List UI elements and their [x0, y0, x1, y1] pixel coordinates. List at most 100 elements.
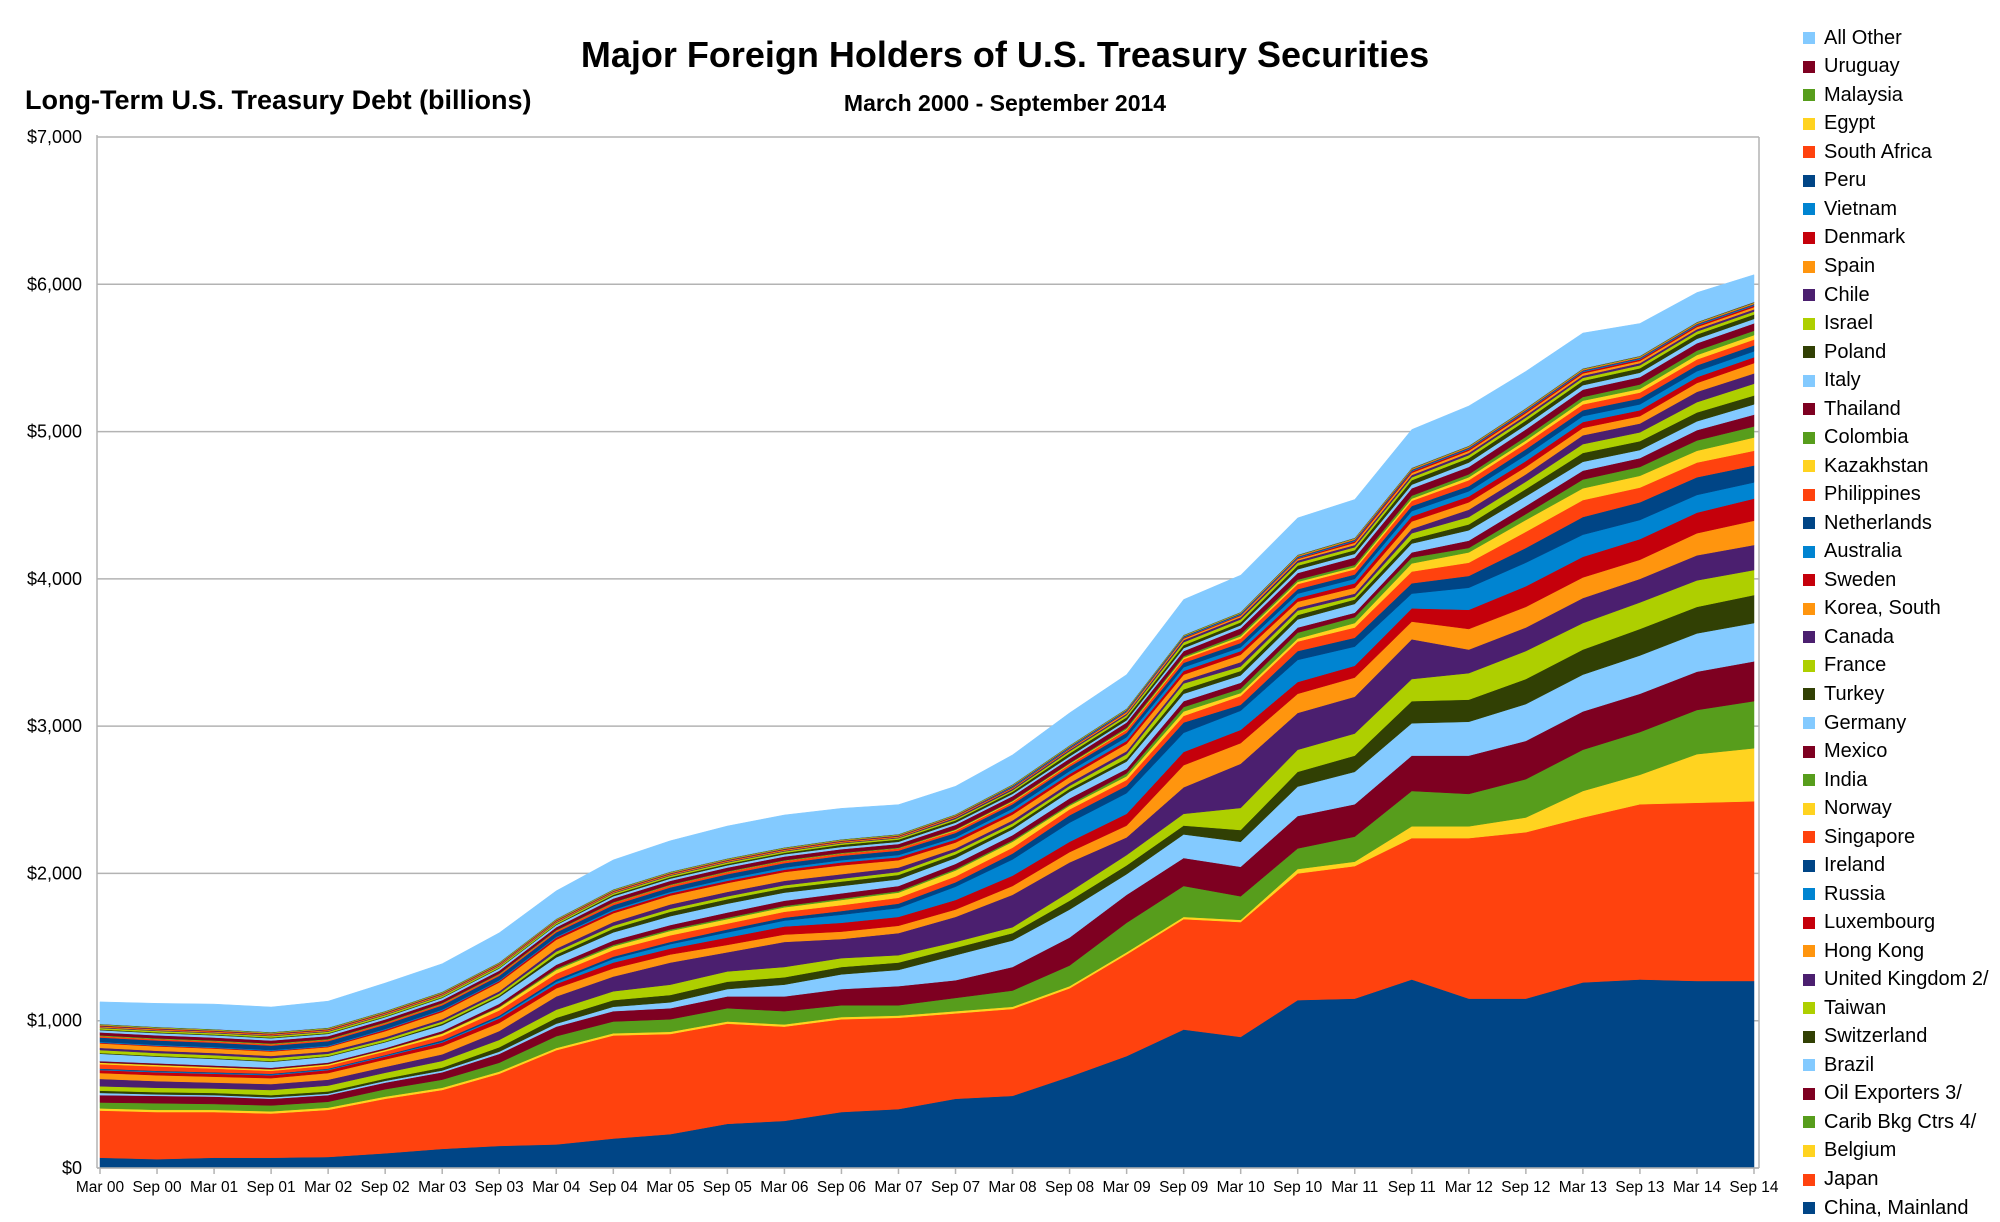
legend-label: All Other: [1824, 26, 1902, 49]
legend-swatch: [1803, 374, 1815, 387]
legend-label: Malaysia: [1824, 83, 1903, 106]
legend-label: Spain: [1824, 255, 1876, 278]
legend: All Other Uruguay Malaysia Egypt South Afric…: [1803, 24, 1989, 1222]
legend-item: Ireland: [1803, 851, 1989, 880]
legend-swatch: [1803, 916, 1815, 929]
x-tick-label: Sep 14: [1729, 1179, 1779, 1196]
legend-label: Brazil: [1824, 1053, 1875, 1076]
x-tick-label: Mar 13: [1559, 1179, 1607, 1196]
legend-item: Carib Bkg Ctrs 4/: [1803, 1108, 1989, 1137]
legend-label: Japan: [1824, 1168, 1879, 1191]
legend-swatch: [1803, 317, 1815, 330]
legend-label: Korea, South: [1824, 597, 1941, 620]
area-all-other: [99, 274, 1755, 1033]
legend-item: Norway: [1803, 794, 1989, 823]
y-tick-label: $4,000: [27, 569, 82, 589]
x-tick-label: Mar 09: [1102, 1179, 1150, 1196]
legend-label: Uruguay: [1824, 55, 1900, 78]
x-tick-label: Sep 00: [132, 1179, 182, 1196]
legend-item: Thailand: [1803, 395, 1989, 424]
legend-swatch: [1803, 717, 1815, 730]
legend-item: Denmark: [1803, 224, 1989, 253]
legend-item: Switzerland: [1803, 1023, 1989, 1052]
x-tick-label: Sep 06: [817, 1179, 866, 1196]
legend-item: Korea, South: [1803, 595, 1989, 624]
y-tick-label: $6,000: [27, 274, 82, 294]
legend-label: United Kingdom 2/: [1824, 968, 1989, 991]
legend-item: Kazakhstan: [1803, 452, 1989, 481]
x-tick-label: Mar 00: [76, 1179, 125, 1196]
legend-label: Sweden: [1824, 568, 1897, 591]
legend-label: Colombia: [1824, 426, 1909, 449]
legend-swatch: [1803, 488, 1815, 501]
legend-item: All Other: [1803, 24, 1989, 53]
legend-swatch: [1803, 231, 1815, 244]
y-tick-label: $2,000: [27, 863, 82, 883]
legend-item: Turkey: [1803, 680, 1989, 709]
legend-item: Peru: [1803, 167, 1989, 196]
x-tick-label: Sep 08: [1045, 1179, 1094, 1196]
legend-swatch: [1803, 203, 1815, 216]
legend-label: Ireland: [1824, 854, 1886, 877]
legend-item: Singapore: [1803, 823, 1989, 852]
legend-label: South Africa: [1824, 140, 1932, 163]
legend-item: Luxembourg: [1803, 908, 1989, 937]
y-tick-label: $5,000: [27, 422, 82, 442]
legend-swatch: [1803, 1087, 1815, 1100]
x-tick-label: Sep 07: [931, 1179, 980, 1196]
legend-swatch: [1803, 745, 1815, 758]
legend-label: Kazakhstan: [1824, 454, 1929, 477]
legend-swatch: [1803, 431, 1815, 444]
legend-swatch: [1803, 945, 1815, 958]
y-tick-label: $7,000: [27, 127, 82, 147]
legend-label: Germany: [1824, 711, 1907, 734]
legend-label: Canada: [1824, 625, 1895, 648]
legend-label: Oil Exporters 3/: [1824, 1082, 1962, 1105]
legend-item: United Kingdom 2/: [1803, 966, 1989, 995]
legend-swatch: [1803, 1116, 1815, 1129]
legend-label: Denmark: [1824, 226, 1906, 249]
legend-swatch: [1803, 602, 1815, 615]
legend-swatch: [1803, 545, 1815, 558]
stacked-area-chart: $0 $1,000 $2,000 $3,000 $4,000 $5,000 $6,000 $7…: [27, 127, 1779, 1196]
legend-swatch: [1803, 117, 1815, 130]
legend-label: Poland: [1824, 340, 1887, 363]
legend-swatch: [1803, 1030, 1815, 1043]
x-tick-label: Sep 02: [361, 1179, 410, 1196]
legend-swatch: [1803, 1002, 1815, 1015]
legend-swatch: [1803, 631, 1815, 644]
x-tick-label: Mar 02: [304, 1179, 352, 1196]
legend-label: Belgium: [1824, 1139, 1897, 1162]
legend-swatch: [1803, 1059, 1815, 1072]
legend-item: Poland: [1803, 338, 1989, 367]
y-axis-label: Long-Term U.S. Treasury Debt (billions): [25, 85, 532, 115]
legend-item: Philippines: [1803, 481, 1989, 510]
y-tick-label: $3,000: [27, 716, 82, 736]
x-tick-label: Mar 03: [418, 1179, 466, 1196]
x-tick-label: Mar 06: [760, 1179, 808, 1196]
legend-swatch: [1803, 1173, 1815, 1186]
legend-item: India: [1803, 766, 1989, 795]
legend-item: Germany: [1803, 709, 1989, 738]
legend-label: Netherlands: [1824, 511, 1932, 534]
x-tick-label: Sep 05: [703, 1179, 752, 1196]
x-tick-label: Sep 04: [589, 1179, 639, 1196]
legend-label: Taiwan: [1824, 996, 1887, 1019]
legend-item: Sweden: [1803, 566, 1989, 595]
legend-label: Luxembourg: [1824, 911, 1936, 934]
x-tick-label: Sep 11: [1388, 1179, 1436, 1196]
legend-swatch: [1803, 146, 1815, 159]
legend-item: Russia: [1803, 880, 1989, 909]
legend-swatch: [1803, 688, 1815, 701]
legend-item: Italy: [1803, 366, 1989, 395]
legend-swatch: [1803, 32, 1815, 45]
x-tick-label: Sep 03: [475, 1179, 524, 1196]
legend-item: Belgium: [1803, 1137, 1989, 1166]
legend-item: Taiwan: [1803, 994, 1989, 1023]
legend-swatch: [1803, 460, 1815, 473]
y-tick-label: $1,000: [27, 1011, 82, 1031]
legend-swatch: [1803, 659, 1815, 672]
legend-item: Uruguay: [1803, 53, 1989, 82]
legend-item: Oil Exporters 3/: [1803, 1080, 1989, 1109]
legend-swatch: [1803, 403, 1815, 416]
